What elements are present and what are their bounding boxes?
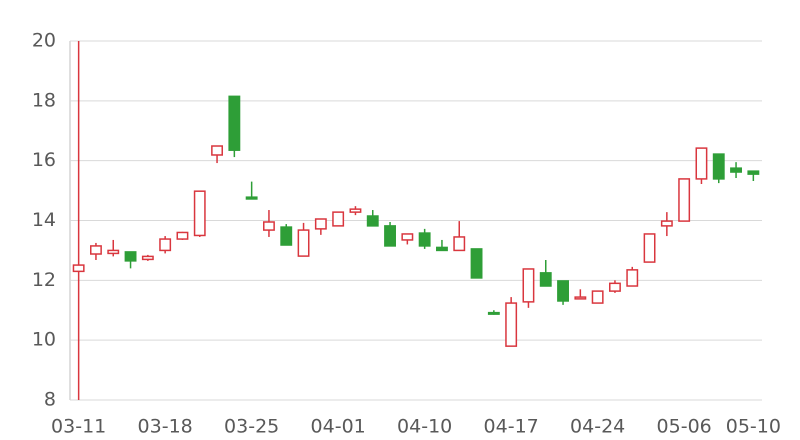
candle-body	[228, 95, 241, 151]
candle-body	[211, 145, 223, 156]
candle-body	[159, 238, 172, 252]
candle-body	[695, 147, 708, 180]
y-tick-label: 10	[32, 329, 56, 351]
candle-body	[349, 208, 362, 213]
y-tick-label: 16	[32, 149, 56, 171]
y-tick-label: 12	[32, 269, 56, 291]
x-tick-label: 04-01	[311, 416, 366, 438]
candle-body	[453, 236, 466, 252]
candle-body	[574, 296, 587, 300]
candle-body	[263, 221, 275, 231]
candle-body	[609, 282, 621, 292]
x-tick-label: 04-10	[397, 416, 452, 438]
candle-body	[90, 245, 102, 255]
x-tick-label: 04-17	[484, 416, 539, 438]
x-tick-label: 03-11	[51, 416, 106, 438]
candle-body	[643, 233, 656, 263]
x-tick-label: 04-24	[570, 416, 625, 438]
candle-body	[366, 215, 379, 227]
candle-body	[436, 246, 448, 252]
x-tick-label: 03-25	[224, 416, 279, 438]
candle-body	[591, 290, 604, 304]
candle-body	[712, 153, 725, 180]
candle-body	[418, 232, 431, 247]
x-tick-label: 03-18	[138, 416, 193, 438]
candle-body	[626, 269, 639, 287]
candle-body	[193, 190, 206, 237]
x-tick-label: 05-06	[657, 416, 712, 438]
candle-body	[660, 220, 673, 227]
candle-body	[107, 249, 120, 255]
candle-body	[124, 251, 137, 262]
y-tick-label: 8	[44, 389, 56, 411]
candle-body	[314, 218, 327, 230]
candle-body	[557, 280, 569, 302]
y-tick-label: 20	[32, 30, 56, 52]
candle-body	[470, 248, 483, 279]
candle-body	[280, 226, 293, 246]
y-tick-label: 14	[32, 209, 56, 231]
candle-body	[522, 268, 535, 303]
y-tick-label: 18	[32, 89, 56, 111]
candle-body	[297, 229, 310, 257]
candle-body	[747, 170, 760, 175]
candle-body	[72, 264, 85, 273]
candle-body	[487, 311, 500, 315]
candle-body	[332, 211, 345, 227]
candle-body	[176, 231, 189, 240]
x-tick-label: 05-10	[726, 416, 781, 438]
candle-body	[401, 233, 414, 241]
candle-body	[730, 167, 742, 173]
candle-body	[384, 225, 396, 247]
candle-body	[141, 255, 154, 261]
candle-body	[245, 196, 258, 200]
candle-body	[539, 272, 552, 287]
candle-body	[678, 178, 691, 222]
candle-body	[505, 302, 518, 347]
